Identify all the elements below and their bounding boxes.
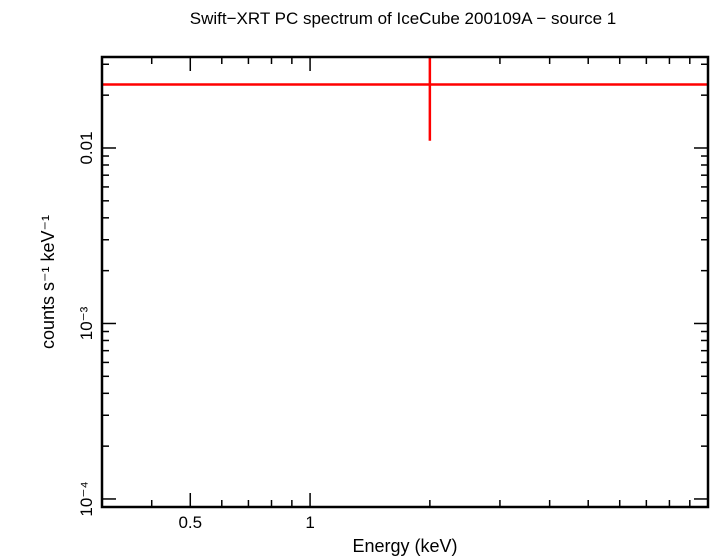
plot-area: 0.5 1 0.01 10⁻³ 10⁻⁴	[77, 57, 709, 532]
y-axis-label: counts s⁻¹ keV⁻¹	[38, 215, 58, 349]
x-axis-label: Energy (keV)	[352, 536, 457, 556]
plot-frame	[100, 55, 710, 509]
y-tick-label: 10⁻³	[77, 306, 96, 340]
y-tick-label: 0.01	[77, 131, 96, 164]
x-tick-label: 0.5	[178, 513, 202, 532]
x-tick-label: 1	[305, 513, 314, 532]
chart-title: Swift−XRT PC spectrum of IceCube 200109A…	[190, 9, 617, 28]
y-tick-label: 10⁻⁴	[77, 481, 96, 516]
